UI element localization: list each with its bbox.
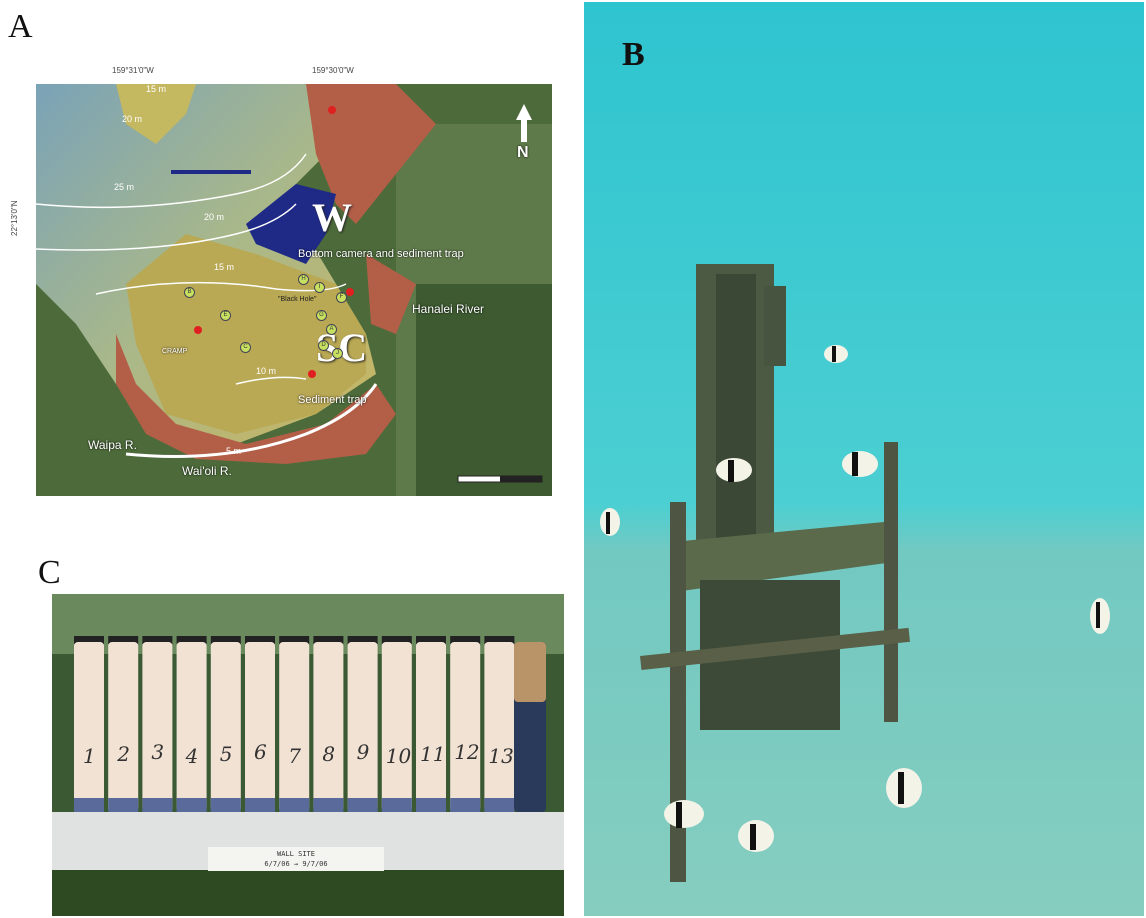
contour-label: 5 m bbox=[226, 446, 242, 456]
tube-number: 10 bbox=[385, 744, 412, 768]
tube-number: 1 bbox=[83, 744, 96, 768]
sediment-tube bbox=[108, 642, 139, 812]
tube-sediment bbox=[313, 798, 344, 812]
tube-sediment bbox=[416, 798, 446, 812]
map-graphic bbox=[36, 84, 552, 496]
underwater-scene bbox=[584, 2, 1144, 916]
tube-sediment bbox=[245, 798, 275, 812]
cramp-label: CRAMP bbox=[162, 348, 188, 355]
sediment-tube bbox=[484, 642, 515, 812]
red-site-dot bbox=[346, 288, 354, 296]
tube-sediment bbox=[450, 798, 481, 812]
sediment-tube bbox=[279, 642, 310, 812]
tube-shapes bbox=[74, 636, 515, 812]
sediment-tube bbox=[142, 642, 173, 812]
site-marker: I bbox=[314, 282, 325, 293]
tube-cap bbox=[347, 636, 378, 644]
red-site-dot bbox=[308, 370, 316, 378]
fish-group bbox=[600, 345, 1110, 852]
wall-site-dates: 6/7/06 → 9/7/06 bbox=[264, 860, 328, 868]
wall-site-title: WALL SITE bbox=[277, 850, 315, 858]
red-site-dot bbox=[194, 326, 202, 334]
tube-cap bbox=[245, 636, 275, 644]
tube-sediment bbox=[381, 798, 412, 812]
panel-label-c: C bbox=[38, 554, 61, 591]
bathymetry-map: N W SC Bottom camera and sediment trap S… bbox=[36, 84, 552, 496]
site-marker: E bbox=[220, 310, 231, 321]
site-marker: F bbox=[336, 292, 347, 303]
tube-sediment bbox=[279, 798, 310, 812]
panel-label-a: A bbox=[8, 8, 33, 45]
sediment-tube bbox=[381, 642, 412, 812]
tube-cap bbox=[484, 636, 515, 644]
tube-sediment bbox=[347, 798, 378, 812]
tube-sediment bbox=[142, 798, 173, 812]
sediment-tube bbox=[313, 642, 344, 812]
tube-cap bbox=[416, 636, 446, 644]
tube-number: 9 bbox=[356, 740, 370, 764]
sediment-tube bbox=[347, 642, 378, 812]
tube-number: 4 bbox=[185, 744, 199, 768]
tube-cap bbox=[450, 636, 481, 644]
site-w-label: W bbox=[312, 195, 352, 240]
tube-number: 13 bbox=[488, 744, 514, 768]
tube-cap bbox=[74, 636, 104, 644]
sediment-tube bbox=[450, 642, 481, 812]
contour-label: 25 m bbox=[114, 182, 135, 192]
panel-label-b: B bbox=[622, 36, 645, 73]
underwater-photo bbox=[584, 2, 1144, 916]
tube-sediment bbox=[108, 798, 139, 812]
site-marker: D bbox=[318, 340, 329, 351]
waioli-river-label: Wai'oli R. bbox=[182, 464, 232, 478]
contour-label: 15 m bbox=[146, 84, 167, 94]
tube-sediment bbox=[74, 798, 104, 812]
sediment-trap-label: Sediment trap bbox=[298, 394, 367, 406]
tube-cap bbox=[142, 636, 173, 644]
contour-label: 20 m bbox=[204, 212, 225, 222]
tube-number: 2 bbox=[117, 742, 130, 766]
red-site-dot bbox=[328, 106, 336, 114]
contour-label: 20 m bbox=[122, 114, 143, 124]
tube-cap bbox=[313, 636, 344, 644]
tube-cap bbox=[210, 636, 241, 644]
tube-sediment bbox=[484, 798, 515, 812]
longitude-tick-1: 159°31'0"W bbox=[112, 66, 154, 75]
tube-number: 7 bbox=[288, 744, 301, 768]
tube-number: 12 bbox=[454, 740, 480, 764]
tube-cap bbox=[279, 636, 310, 644]
tube-number: 8 bbox=[322, 742, 336, 766]
wall-site-label: WALL SITE 6/7/06 → 9/7/06 bbox=[208, 847, 384, 871]
site-marker: H bbox=[298, 274, 309, 285]
site-marker: B bbox=[184, 287, 195, 298]
tube-number: 3 bbox=[151, 740, 165, 764]
tube-cap bbox=[176, 636, 207, 644]
sediment-tube bbox=[74, 642, 104, 812]
tube-number: 5 bbox=[219, 742, 233, 766]
sediment-tube bbox=[210, 642, 241, 812]
hanalei-river-label: Hanalei River bbox=[412, 302, 485, 316]
bottom-camera-label: Bottom camera and sediment trap bbox=[298, 248, 464, 260]
black-hole-label: "Black Hole" bbox=[278, 296, 317, 303]
contour-label: 10 m bbox=[256, 366, 277, 376]
site-marker: J bbox=[332, 348, 343, 359]
tube-number: 11 bbox=[420, 742, 446, 766]
tube-number: 6 bbox=[254, 740, 267, 764]
sediment-tube bbox=[245, 642, 275, 812]
tube-sediment bbox=[210, 798, 241, 812]
north-label: N bbox=[517, 144, 529, 161]
site-marker: G bbox=[316, 310, 327, 321]
sediment-tube bbox=[176, 642, 207, 812]
sediment-tube bbox=[416, 642, 446, 812]
tube-cap bbox=[381, 636, 412, 644]
tube-cap bbox=[108, 636, 139, 644]
contour-label: 15 m bbox=[214, 262, 235, 272]
waipa-river-label: Waipa R. bbox=[88, 438, 137, 452]
longitude-tick-2: 159°30'0"W bbox=[312, 66, 354, 75]
latitude-tick: 22°13'0"N bbox=[10, 200, 19, 236]
site-marker: A bbox=[326, 324, 337, 335]
tube-sediment bbox=[176, 798, 207, 812]
site-marker: C bbox=[240, 342, 251, 353]
